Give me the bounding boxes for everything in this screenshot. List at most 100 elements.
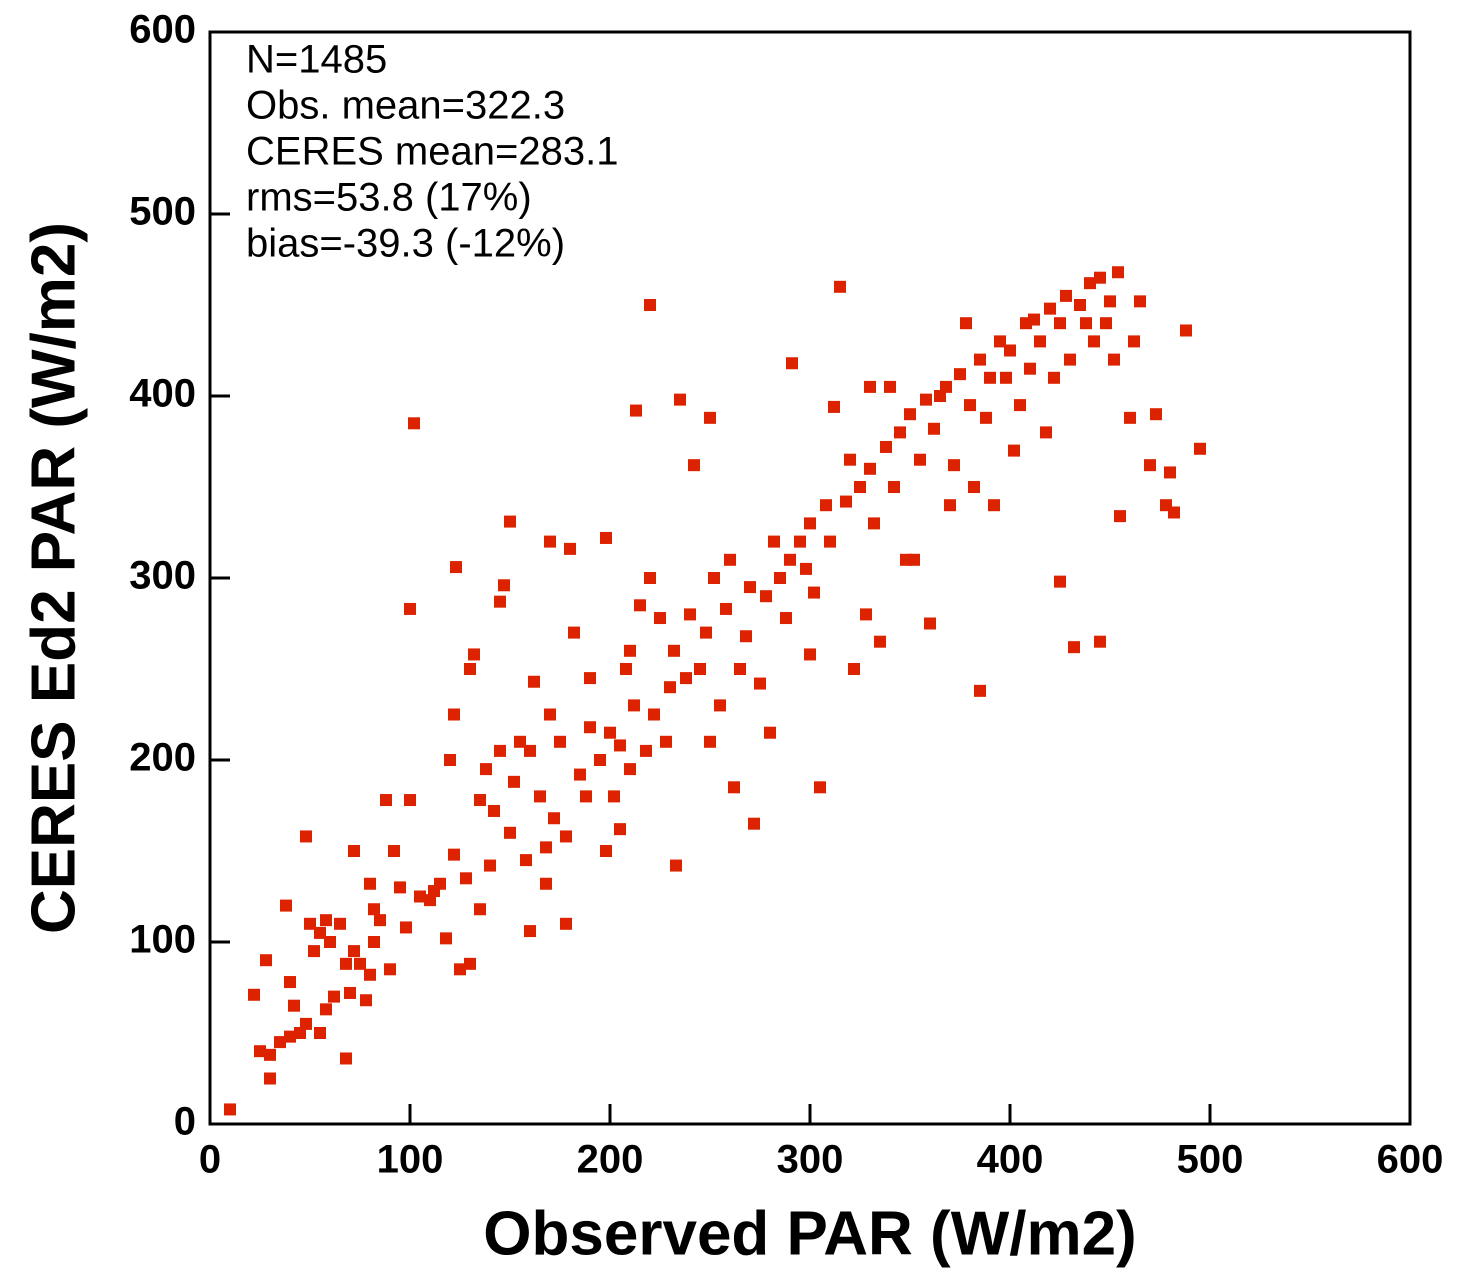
point — [954, 368, 966, 381]
annotation: CERES mean=283.1 — [246, 130, 618, 174]
point — [908, 553, 920, 566]
point — [704, 735, 716, 748]
point — [320, 914, 332, 927]
point — [484, 859, 496, 872]
point — [614, 823, 626, 836]
point — [864, 380, 876, 393]
point — [528, 675, 540, 688]
x-tick-label: 500 — [1177, 1138, 1244, 1182]
point — [304, 917, 316, 930]
point — [634, 599, 646, 612]
point — [454, 963, 466, 976]
point — [740, 630, 752, 643]
point — [980, 411, 992, 424]
point — [1088, 335, 1100, 348]
point — [444, 754, 456, 766]
point — [560, 917, 572, 930]
point — [1060, 289, 1072, 302]
point — [988, 499, 1000, 512]
point — [224, 1103, 236, 1116]
point — [508, 775, 520, 788]
point — [544, 708, 556, 721]
annotation: bias=-39.3 (-12%) — [246, 222, 565, 266]
point — [404, 794, 416, 807]
point — [300, 830, 312, 843]
point — [974, 684, 986, 697]
point — [1114, 510, 1126, 523]
point — [928, 422, 940, 435]
point — [1094, 635, 1106, 648]
point — [1104, 295, 1116, 308]
point — [568, 626, 580, 639]
point — [334, 917, 346, 930]
point — [804, 517, 816, 530]
point — [1084, 277, 1096, 290]
x-tick-label: 200 — [577, 1138, 644, 1182]
point — [584, 672, 596, 685]
point — [540, 877, 552, 890]
point — [368, 936, 380, 948]
point — [948, 459, 960, 472]
point — [1094, 271, 1106, 284]
y-tick-label: 300 — [129, 554, 196, 598]
point — [664, 681, 676, 694]
point — [564, 542, 576, 555]
annotation: Obs. mean=322.3 — [246, 84, 565, 128]
point — [654, 612, 666, 625]
point — [1034, 335, 1046, 348]
y-axis-label: CERES Ed2 PAR (W/m2) — [19, 222, 88, 934]
y-tick-label: 0 — [174, 1100, 196, 1144]
x-tick-label: 400 — [977, 1138, 1044, 1182]
point — [248, 988, 260, 1001]
point — [1108, 353, 1120, 366]
point — [288, 999, 300, 1012]
point — [340, 957, 352, 970]
point — [320, 1003, 332, 1016]
point — [534, 790, 546, 803]
point — [294, 1027, 306, 1039]
point — [264, 1048, 276, 1061]
point — [364, 968, 376, 981]
point — [680, 672, 692, 685]
point — [520, 854, 532, 867]
point — [328, 990, 340, 1003]
point — [524, 744, 536, 757]
point — [644, 572, 656, 584]
point — [940, 380, 952, 393]
point — [670, 859, 682, 872]
point — [968, 481, 980, 493]
x-axis-label: Observed PAR (W/m2) — [483, 1199, 1136, 1268]
point — [524, 925, 536, 938]
point — [280, 899, 292, 912]
point — [464, 957, 476, 970]
point — [604, 726, 616, 739]
point — [674, 393, 686, 406]
point — [1144, 459, 1156, 472]
point — [794, 535, 806, 548]
point — [648, 708, 660, 721]
point — [984, 371, 996, 384]
x-tick-label: 300 — [777, 1138, 844, 1182]
point — [874, 635, 886, 648]
point — [480, 763, 492, 776]
point — [1128, 335, 1140, 348]
point — [448, 708, 460, 721]
point — [614, 739, 626, 752]
point — [404, 602, 416, 615]
point — [780, 612, 792, 625]
point — [514, 735, 526, 748]
point — [494, 595, 506, 608]
x-tick-label: 100 — [377, 1138, 444, 1182]
point — [608, 790, 620, 803]
point — [274, 1036, 286, 1049]
point — [786, 357, 798, 370]
point — [498, 579, 510, 592]
point — [964, 399, 976, 412]
point — [644, 299, 656, 311]
point — [934, 390, 946, 402]
point — [414, 890, 426, 903]
point — [314, 1027, 326, 1039]
point — [620, 663, 632, 675]
point — [800, 562, 812, 575]
point — [760, 590, 772, 603]
